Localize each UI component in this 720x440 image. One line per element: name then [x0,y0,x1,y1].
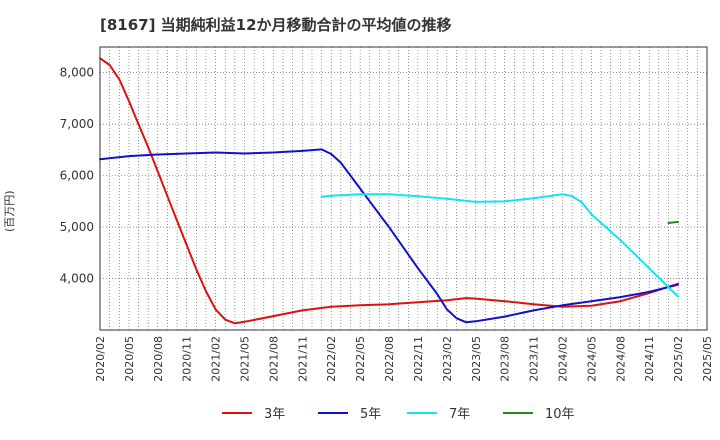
series-line-5年 [99,148,680,324]
x-tick-label: 2021/11 [296,336,309,382]
x-tick-label: 2022/02 [325,336,338,382]
x-tick-label: 2024/11 [643,336,656,382]
legend-label-10年: 10年 [545,407,575,422]
x-tick-label: 2024/08 [614,336,627,382]
plot-frame [99,46,708,331]
legend-label-5年: 5年 [360,407,381,422]
x-tick-label: 2022/08 [383,336,396,382]
chart-title: [8167] 当期純利益12か月移動合計の平均値の推移 [100,16,452,34]
x-tick-label: 2020/11 [181,336,194,382]
axis-layer: 4,000 5,000 6,000 7,000 8,000 2020/02 2020/05 2… [60,66,714,382]
x-tick-label: 2021/05 [239,336,252,382]
x-tick-label: 2021/02 [210,336,223,382]
x-tick-label: 2022/05 [354,336,367,382]
y-tick-label: 6,000 [60,169,94,183]
x-tick-label: 2025/02 [672,336,685,382]
series-line-7年 [320,193,680,298]
y-tick-label: 7,000 [60,117,94,131]
y-tick-label: 8,000 [60,66,94,80]
series-layer [99,57,680,325]
x-tick-label: 2024/05 [585,336,598,382]
series-line-3年 [99,57,680,325]
grid-layer [100,47,707,330]
x-tick-label: 2020/02 [94,336,107,382]
y-tick-label: 5,000 [60,220,94,234]
x-tick-label: 2023/11 [528,336,541,382]
x-tick-label: 2022/11 [412,336,425,382]
x-tick-label: 2020/08 [152,336,165,382]
legend-label-3年: 3年 [264,407,285,422]
legend: 3年 5年 7年 10年 [222,407,575,422]
y-tick-label: 4,000 [60,272,94,286]
x-tick-label: 2023/08 [499,336,512,382]
x-tick-label: 2025/05 [701,336,714,382]
legend-label-7年: 7年 [449,407,470,422]
x-tick-label: 2023/02 [441,336,454,382]
x-tick-label: 2023/05 [470,336,483,382]
x-tick-label: 2020/05 [123,336,136,382]
series-line-10年 [667,220,680,224]
x-tick-label: 2021/08 [267,336,280,382]
x-tick-label: 2024/02 [556,336,569,382]
